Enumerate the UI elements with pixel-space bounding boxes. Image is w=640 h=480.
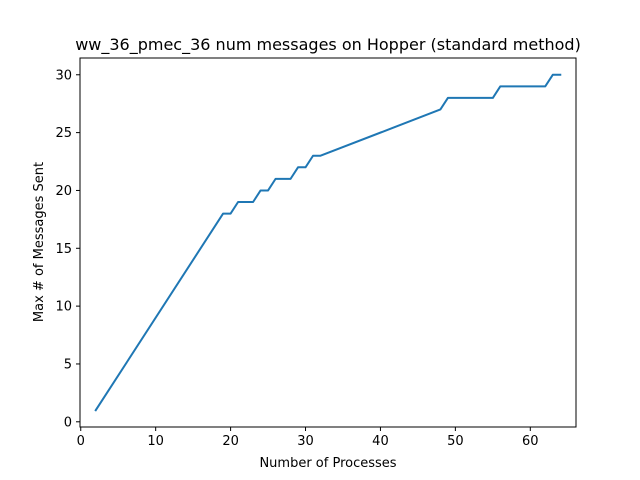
chart-title: ww_36_pmec_36 num messages on Hopper (st… [75,35,581,55]
series-line [94,73,562,412]
plot-frame [79,57,577,428]
x-tick-label: 10 [147,434,164,449]
y-tick-label: 20 [55,184,72,199]
y-tick-label: 30 [55,68,72,83]
y-tick-label: 5 [64,357,72,372]
x-axis-ticks: 0 10 20 30 40 50 60 [77,427,539,449]
y-tick-label: 15 [55,242,72,257]
x-tick-label: 40 [372,434,389,449]
x-axis-label: Number of Processes [259,456,396,471]
x-tick-label: 50 [447,434,464,449]
plot-lines [94,73,562,412]
y-tick-label: 10 [55,300,72,315]
y-tick-label: 25 [55,126,72,141]
y-axis-ticks: 0 5 10 15 20 25 30 [55,68,80,430]
y-tick-label: 0 [64,415,72,430]
x-tick-label: 0 [77,434,85,449]
x-tick-label: 60 [522,434,539,449]
x-tick-label: 20 [222,434,239,449]
x-tick-label: 30 [297,434,314,449]
y-axis-label: Max # of Messages Sent [32,162,47,322]
